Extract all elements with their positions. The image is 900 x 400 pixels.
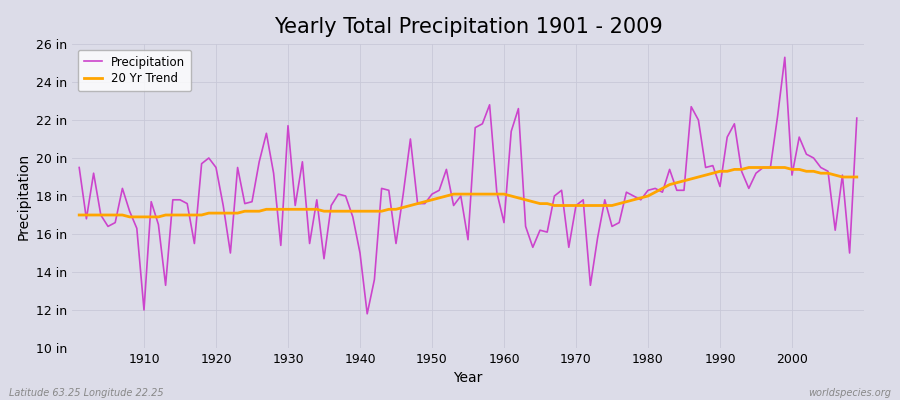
20 Yr Trend xyxy=(139,214,149,219)
Precipitation xyxy=(499,220,509,225)
Precipitation xyxy=(779,55,790,60)
20 Yr Trend xyxy=(297,207,308,212)
20 Yr Trend xyxy=(851,174,862,179)
Precipitation xyxy=(506,129,517,134)
Precipitation xyxy=(290,203,301,208)
20 Yr Trend xyxy=(506,194,517,198)
Precipitation xyxy=(74,165,85,170)
20 Yr Trend xyxy=(743,165,754,170)
X-axis label: Year: Year xyxy=(454,372,482,386)
Text: Latitude 63.25 Longitude 22.25: Latitude 63.25 Longitude 22.25 xyxy=(9,388,164,398)
Precipitation xyxy=(333,192,344,196)
20 Yr Trend xyxy=(74,213,85,218)
20 Yr Trend xyxy=(592,203,603,208)
20 Yr Trend xyxy=(340,209,351,214)
Line: 20 Yr Trend: 20 Yr Trend xyxy=(79,168,857,217)
Title: Yearly Total Precipitation 1901 - 2009: Yearly Total Precipitation 1901 - 2009 xyxy=(274,17,662,37)
20 Yr Trend xyxy=(499,192,509,196)
Y-axis label: Precipitation: Precipitation xyxy=(16,152,31,240)
Text: worldspecies.org: worldspecies.org xyxy=(808,388,891,398)
20 Yr Trend xyxy=(124,214,135,219)
Precipitation xyxy=(131,226,142,231)
Precipitation xyxy=(362,311,373,316)
Line: Precipitation: Precipitation xyxy=(79,57,857,314)
Legend: Precipitation, 20 Yr Trend: Precipitation, 20 Yr Trend xyxy=(78,50,191,91)
Precipitation xyxy=(592,235,603,240)
Precipitation xyxy=(851,116,862,120)
